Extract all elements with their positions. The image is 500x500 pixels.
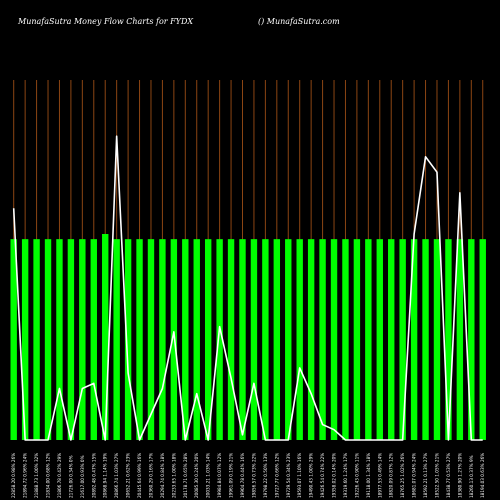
flow-bar (456, 239, 464, 440)
x-tick-label: 20294.74 0.84% 18% (160, 453, 165, 498)
x-tick-label: 18977.53 0.49% 14% (377, 453, 382, 498)
x-tick-label: 18681.07 0.94% 24% (412, 453, 417, 498)
x-tick-label: 20868.94 1.14% 19% (103, 453, 108, 498)
x-tick-label: 18260.13 0.37% 9% (469, 455, 474, 498)
x-tick-label: 18380.90 1.27% 20% (457, 453, 462, 498)
x-tick-label: 21894.72 0.96% 24% (23, 453, 28, 498)
flow-bar (319, 239, 326, 440)
flow-bar (67, 239, 75, 440)
flow-bar (422, 239, 429, 440)
x-tick-label: 18765.25 1.02% 26% (400, 453, 405, 498)
x-tick-labels: 22858.20 0.98% 26% 21894.72 0.96% 24% 2188… (11, 453, 485, 498)
flow-bar (445, 239, 452, 440)
x-tick-label: 19490.43 1.00% 29% (309, 453, 314, 498)
x-tick-label: 20360.29 0.16% 17% (148, 453, 153, 498)
x-tick-label: 20233.65 1.00% 18% (171, 453, 176, 498)
flow-bar (102, 234, 109, 440)
x-tick-label: 20033.21 1.03% 14% (206, 453, 211, 498)
flow-bar (399, 239, 406, 440)
flow-bar (44, 239, 52, 440)
x-tick-label: 20085.30 0.24% 20% (194, 453, 199, 498)
x-tick-label: 18592.21 0.13% 27% (423, 453, 428, 498)
x-tick-label: 22858.20 0.98% 26% (11, 453, 16, 498)
x-tick-label: 19426.54 0.74% 22% (320, 453, 325, 498)
x-tick-label: 19358.02 0.14% 20% (332, 453, 337, 498)
flow-bar (330, 239, 338, 440)
x-tick-label: 19593.07 1.10% 16% (297, 453, 302, 498)
flow-bar (285, 239, 292, 440)
flow-line (12, 135, 483, 441)
x-tick-label: 21888.73 1.00% 32% (34, 453, 39, 498)
flow-bar (216, 239, 223, 440)
flow-bar (296, 239, 303, 440)
x-tick-label: 18522.50 1.05% 21% (434, 453, 439, 498)
flow-bar (262, 239, 269, 440)
x-tick-label: 20178.71 0.65% 28% (183, 453, 188, 498)
flow-bar (273, 239, 281, 440)
x-tick-label: 19729.54 0.34% 23% (286, 453, 291, 498)
x-tick-label: 21617.00 0.93% 0% (80, 455, 85, 498)
x-tick-label: 19856.57 0.73% 22% (251, 453, 256, 498)
x-tick-label: 20652.21 0.62% 23% (126, 453, 131, 498)
x-tick-label: 19319.60 1.24% 17% (343, 453, 348, 498)
flow-bar (479, 239, 486, 440)
flow-bar (307, 239, 315, 440)
site-name: () MunafaSutra.com (258, 17, 340, 26)
x-tick-label: 19961.09 0.19% 21% (229, 453, 234, 498)
flow-bar (10, 239, 17, 440)
flow-bar (342, 239, 349, 440)
flow-bar (159, 239, 166, 440)
x-tick-label: 19904.78 0.44% 16% (240, 453, 245, 498)
x-tick-label: 21806.78 0.42% 29% (57, 453, 62, 498)
flow-bar (79, 239, 86, 440)
flow-bar (410, 239, 418, 440)
x-tick-label: 20445.64 0.99% 16% (137, 453, 142, 498)
flow-bar (136, 239, 143, 440)
x-tick-label: 19798.22 0.50% 13% (263, 453, 268, 498)
flow-bar (239, 239, 246, 440)
x-tick-label: 18194.03 0.63% 26% (480, 453, 485, 498)
x-tick-label: 19226.43 0.90% 11% (354, 453, 359, 498)
flow-bar (365, 239, 372, 440)
money-flow-line (12, 135, 483, 441)
x-tick-label: 21726.00 0.34% 0% (68, 455, 73, 498)
flow-bar (56, 239, 63, 440)
flow-bar (193, 239, 200, 440)
flow-bar (170, 239, 178, 440)
x-tick-label: 20892.48 0.47% 15% (91, 453, 96, 498)
x-tick-label: 21834.00 0.68% 12% (46, 453, 51, 498)
flow-bar (90, 239, 97, 440)
x-tick-label: 19727.77 0.66% 12% (274, 453, 279, 498)
x-tick-label: 20866.74 1.03% 27% (114, 453, 119, 498)
x-tick-label: 18438.77 0.53% 27% (446, 453, 451, 498)
chart-title: MunafaSutra Money Flow Charts for FYDX (17, 17, 193, 26)
flow-bar (227, 239, 235, 440)
x-tick-label: 19984.84 0.07% 12% (217, 453, 222, 498)
x-tick-label: 18820.09 0.87% 12% (389, 453, 394, 498)
money-flow-bars (10, 234, 486, 440)
flow-bar (204, 239, 212, 440)
flow-bar (388, 239, 395, 440)
flow-bar (124, 239, 132, 440)
flow-bar (21, 239, 29, 440)
flow-bar (250, 239, 258, 440)
x-tick-label: 19118.00 1.34% 18% (366, 453, 371, 498)
flow-bar (33, 239, 40, 440)
flow-bar (433, 239, 441, 440)
flow-bar (353, 239, 361, 440)
flow-bar (376, 239, 383, 440)
flow-bar (468, 239, 475, 440)
flow-bar (182, 239, 189, 440)
flow-bar (113, 239, 120, 440)
flow-bar (147, 239, 155, 440)
